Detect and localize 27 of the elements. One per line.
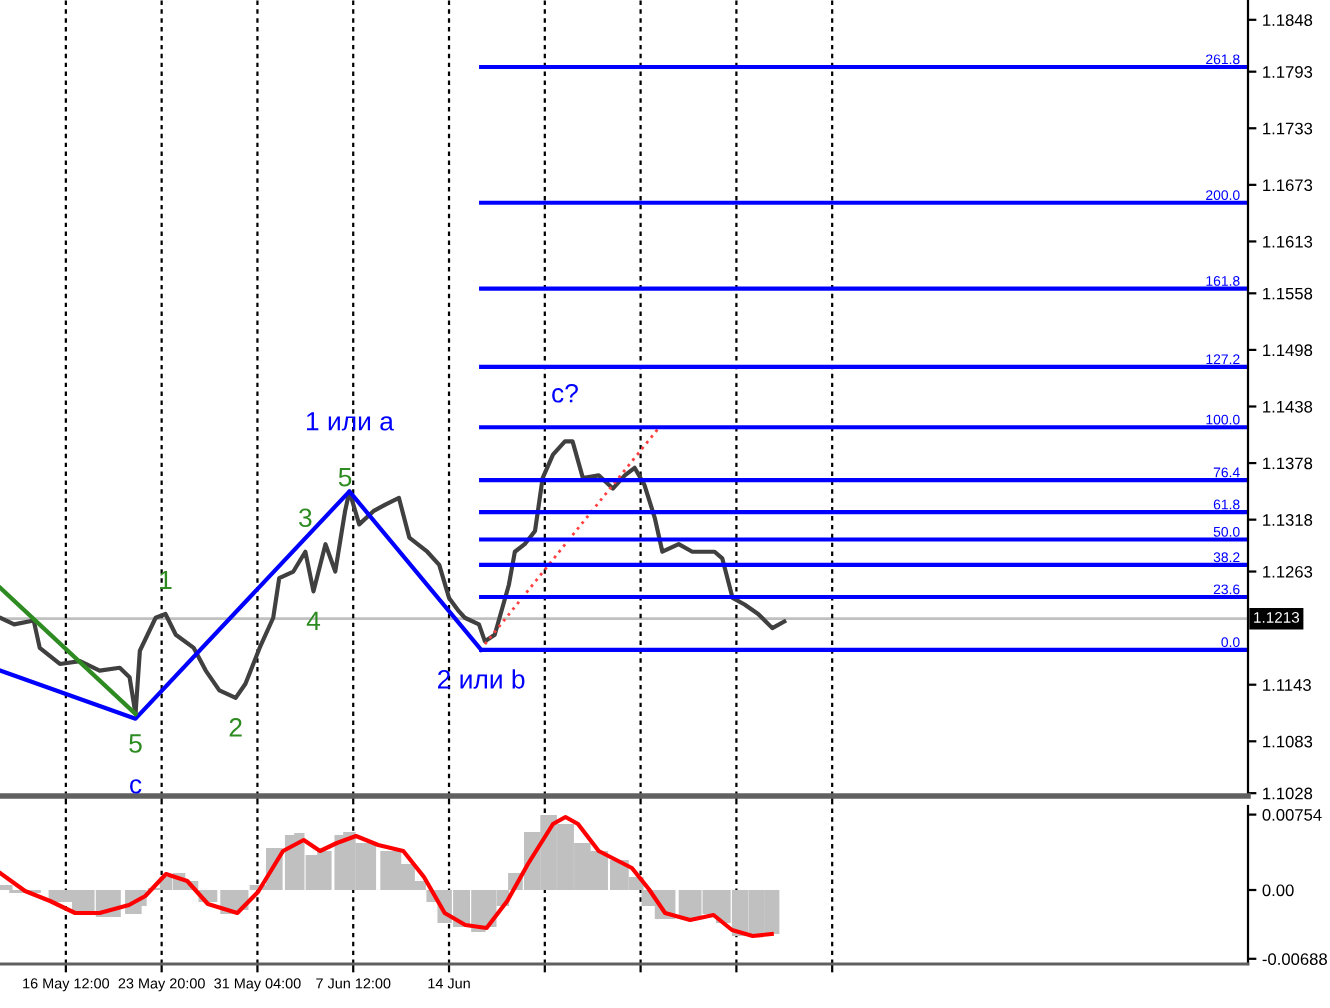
y-tick-label: 0.00 — [1262, 884, 1294, 897]
annotation: 5 — [129, 734, 142, 753]
y-tick-label: 1.1498 — [1263, 344, 1313, 357]
y-tick-label: 1.1558 — [1263, 287, 1313, 300]
y-tick-label: 1.1733 — [1263, 122, 1313, 135]
y-tick-label: 1.1848 — [1263, 14, 1313, 27]
annotation: 3 — [299, 508, 312, 528]
y-tick-label: -0.00688 — [1262, 953, 1327, 965]
y-tick-label: 1.1143 — [1263, 679, 1311, 691]
annotation: 2 или b — [438, 669, 525, 689]
annotation: 4 — [306, 611, 321, 630]
annotation: c? — [552, 383, 578, 403]
y-tick-label: 1.1378 — [1263, 457, 1313, 470]
annotation: 1 — [160, 570, 172, 590]
y-tick-label: 1.1793 — [1263, 66, 1313, 78]
y-tick-label: 1.1028 — [1263, 787, 1313, 800]
annotation: 2 — [229, 718, 242, 737]
y-tick-label: 1.1438 — [1263, 400, 1313, 413]
y-tick-label: 1.1673 — [1263, 179, 1313, 192]
annotation: c — [130, 779, 142, 794]
y-tick-label: 0.00754 — [1262, 809, 1322, 821]
annotation: 5 — [338, 468, 352, 487]
annotation: 1 или а — [306, 412, 394, 431]
y-tick-label: 1.1318 — [1263, 514, 1313, 526]
y-tick-label: 1.1613 — [1263, 235, 1313, 248]
y-tick-label: 1.1263 — [1263, 565, 1313, 578]
y-tick-label: 1.1083 — [1263, 735, 1313, 748]
